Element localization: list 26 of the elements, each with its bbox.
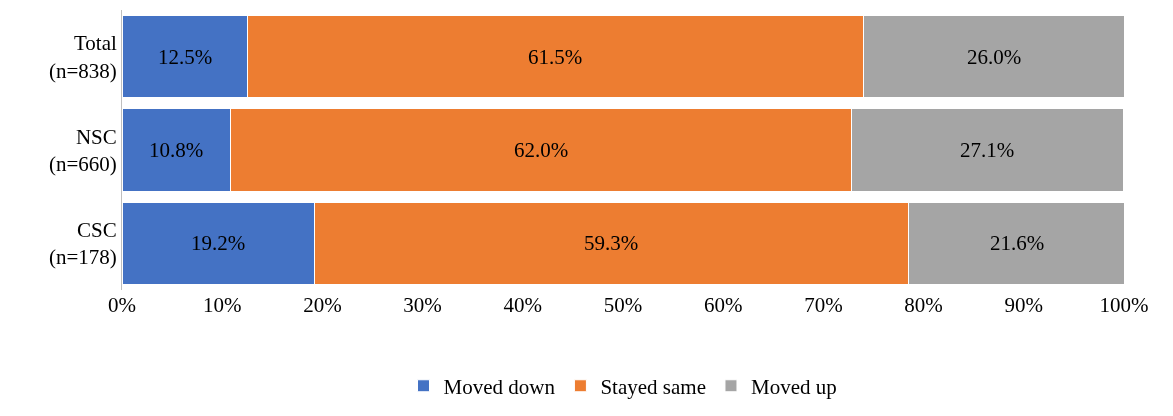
legend-label: Stayed same <box>600 374 706 399</box>
x-tick-label: 30% <box>403 293 442 317</box>
legend-label: Moved down <box>443 374 556 399</box>
data-label: 10.8% <box>149 138 204 162</box>
x-tick-label: 60% <box>703 293 743 317</box>
data-label: 26.0% <box>967 45 1022 69</box>
x-tick-label: 0% <box>108 293 136 317</box>
x-tick-label: 40% <box>503 293 543 317</box>
x-tick-label: 10% <box>202 293 242 317</box>
x-tick-label: 90% <box>1004 293 1044 317</box>
x-tick-label: 80% <box>904 293 943 317</box>
data-label: 59.3% <box>584 231 639 255</box>
y-tick-label: CSC (n=178) <box>48 218 117 270</box>
x-tick-label: 50% <box>603 293 643 317</box>
data-label: 61.5% <box>528 45 583 69</box>
y-tick-label: Total (n=838) <box>48 31 117 83</box>
legend-label: Moved up <box>750 374 837 399</box>
data-label: 12.5% <box>158 45 213 69</box>
y-tick-label: NSC (n=660) <box>48 124 117 176</box>
data-label: 62.0% <box>514 138 569 162</box>
x-tick-label: 70% <box>804 293 843 317</box>
x-tick-label: 100% <box>1099 293 1149 317</box>
data-label: 21.6% <box>990 231 1045 255</box>
data-label: 27.1% <box>960 138 1015 162</box>
data-label: 19.2% <box>191 231 246 255</box>
x-tick-label: 20% <box>303 293 342 317</box>
